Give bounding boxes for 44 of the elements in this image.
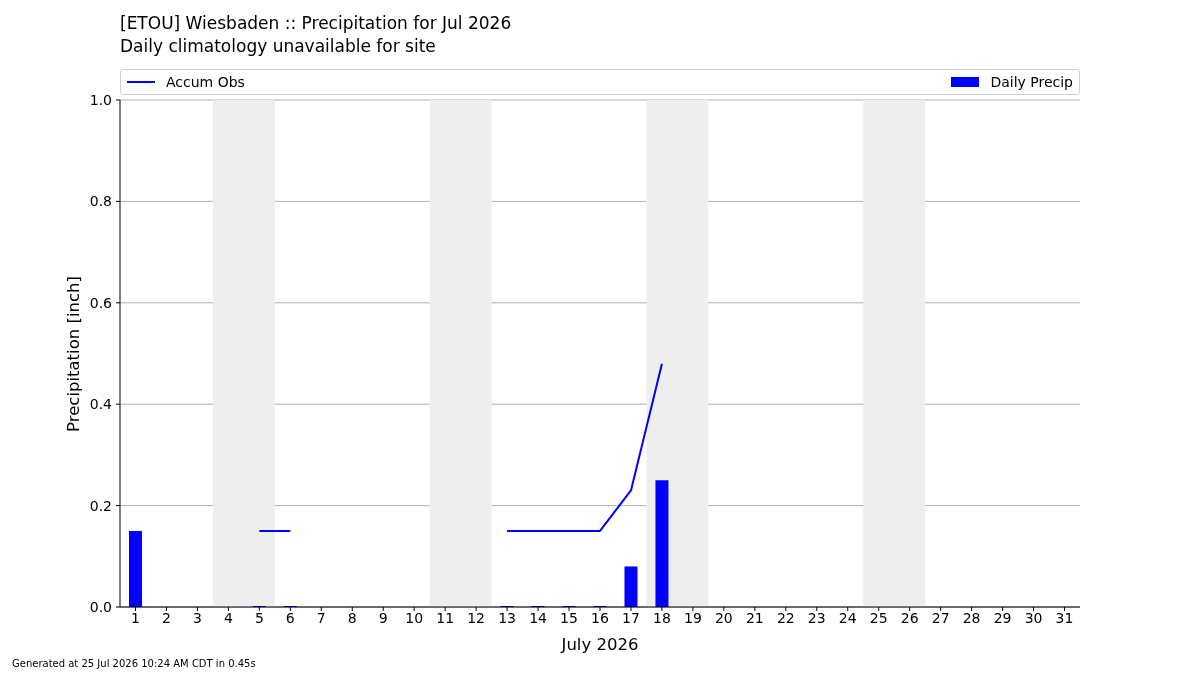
x-tick-label: 30 bbox=[1024, 609, 1043, 626]
x-tick-label: 28 bbox=[962, 609, 981, 626]
y-tick-label: 1.0 bbox=[89, 91, 112, 108]
y-tick-label: 0.0 bbox=[89, 598, 112, 615]
legend-label: Accum Obs bbox=[166, 74, 245, 90]
x-tick-label: 1 bbox=[131, 609, 140, 626]
x-tick-label: 4 bbox=[223, 609, 233, 626]
x-tick-label: 14 bbox=[529, 609, 548, 626]
y-axis-title: Precipitation [inch] bbox=[63, 275, 83, 432]
x-tick-label: 6 bbox=[285, 609, 295, 626]
text: Generated at 25 Jul 2026 10:24 AM CDT in 0.45s bbox=[12, 658, 256, 669]
y-tick-label: 0.8 bbox=[89, 193, 112, 210]
x-tick-label: 11 bbox=[436, 609, 455, 626]
x-tick-label: 7 bbox=[316, 609, 326, 626]
y-tick-label: 0.4 bbox=[89, 396, 113, 413]
x-tick-label: 22 bbox=[776, 609, 795, 626]
x-tick-label: 23 bbox=[807, 609, 826, 626]
x-tick-label: 16 bbox=[591, 609, 609, 626]
chart-title: [ETOU] Wiesbaden :: Precipitation for Jul 2026 bbox=[120, 13, 512, 33]
y-tick-label: 0.6 bbox=[89, 294, 113, 311]
x-tick-label: 15 bbox=[560, 609, 578, 626]
legend-label: Daily Precip bbox=[990, 74, 1073, 90]
y-tick-label: 0.2 bbox=[89, 497, 112, 514]
x-tick-label: 25 bbox=[869, 609, 888, 626]
x-tick-label: 12 bbox=[467, 609, 486, 626]
x-tick-label: 8 bbox=[347, 609, 357, 626]
x-tick-label: 5 bbox=[254, 609, 264, 626]
x-tick-label: 27 bbox=[931, 609, 950, 626]
x-tick-label: 3 bbox=[192, 609, 202, 626]
chart-subtitle: Daily climatology unavailable for site bbox=[120, 36, 436, 56]
x-tick-label: 2 bbox=[161, 609, 171, 626]
x-tick-label: 21 bbox=[745, 609, 764, 626]
x-tick-label: 17 bbox=[622, 609, 640, 626]
x-tick-label: 31 bbox=[1055, 609, 1074, 626]
x-tick-label: 13 bbox=[498, 609, 517, 626]
x-tick-label: 24 bbox=[838, 609, 857, 626]
x-tick-label: 19 bbox=[683, 609, 702, 626]
x-tick-label: 10 bbox=[405, 609, 424, 626]
x-tick-label: 9 bbox=[378, 609, 388, 626]
x-axis-title: July 2026 bbox=[561, 634, 639, 654]
x-tick-label: 29 bbox=[993, 609, 1012, 626]
x-tick-label: 18 bbox=[653, 609, 671, 626]
x-tick-label: 20 bbox=[714, 609, 733, 626]
x-tick-label: 26 bbox=[900, 609, 919, 626]
